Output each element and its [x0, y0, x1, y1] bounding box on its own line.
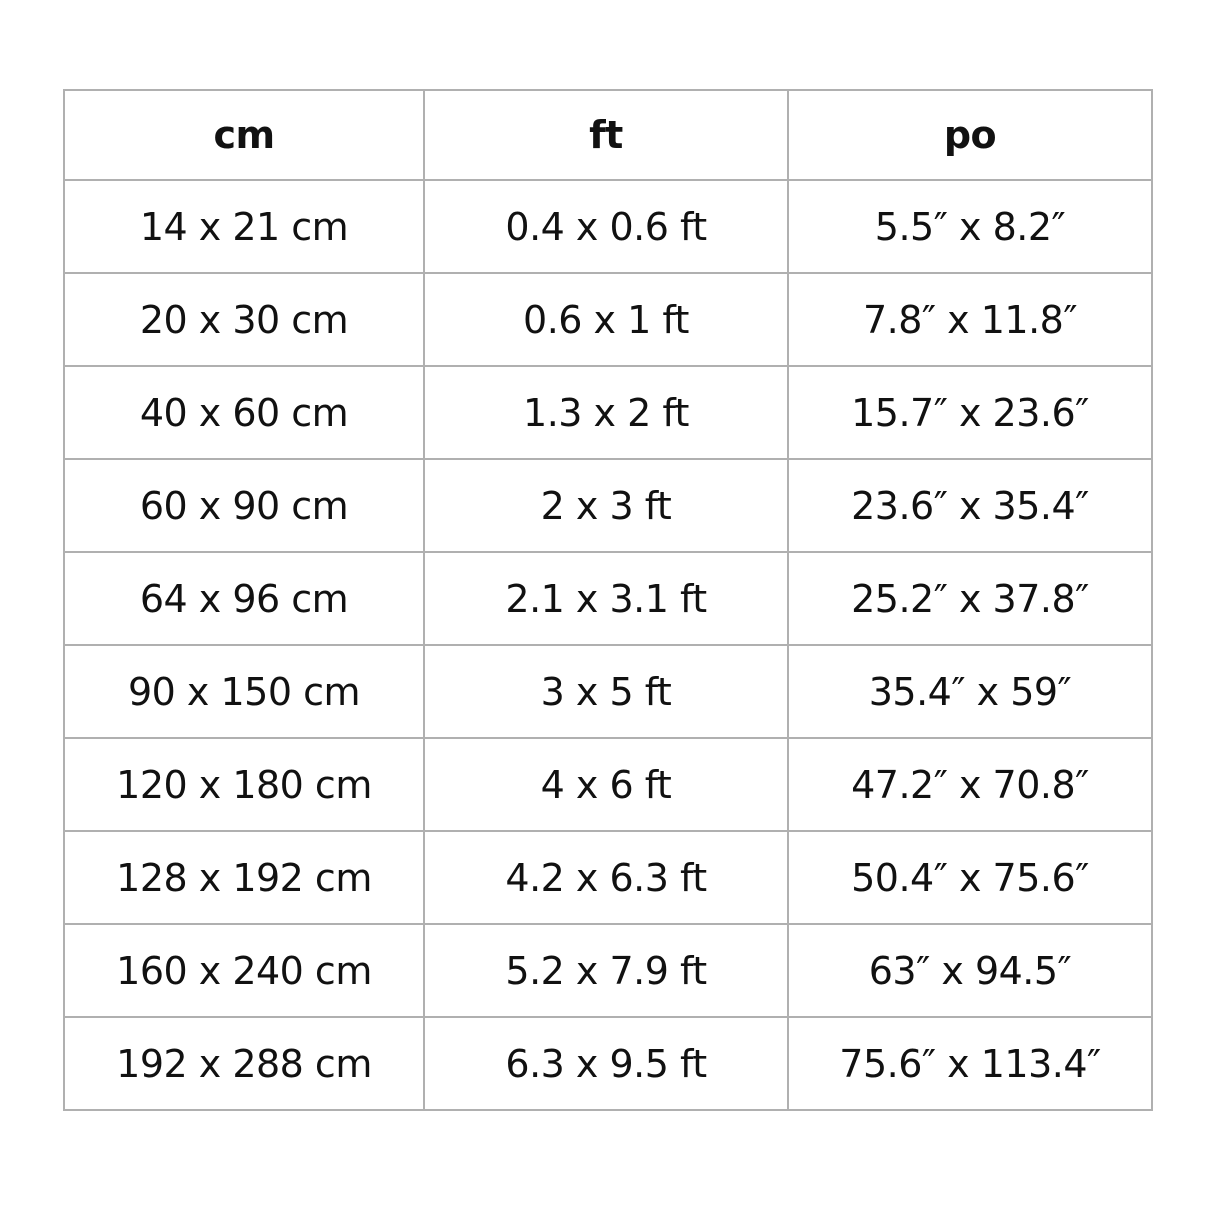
cell-ft: 3 x 5 ft	[423, 644, 789, 739]
table-row: 120 x 180 cm 4 x 6 ft 47.2″ x 70.8″	[63, 737, 1153, 832]
cell-ft: 0.4 x 0.6 ft	[423, 179, 789, 274]
cell-po: 15.7″ x 23.6″	[787, 365, 1153, 460]
header-po: po	[787, 89, 1153, 181]
cell-cm: 20 x 30 cm	[63, 272, 425, 367]
table-row: 64 x 96 cm 2.1 x 3.1 ft 25.2″ x 37.8″	[63, 551, 1153, 646]
cell-po: 47.2″ x 70.8″	[787, 737, 1153, 832]
cell-cm: 128 x 192 cm	[63, 830, 425, 925]
cell-po: 5.5″ x 8.2″	[787, 179, 1153, 274]
header-cm: cm	[63, 89, 425, 181]
cell-po: 23.6″ x 35.4″	[787, 458, 1153, 553]
size-conversion-table: cm ft po 14 x 21 cm 0.4 x 0.6 ft 5.5″ x 8.…	[63, 89, 1153, 1111]
table-row: 14 x 21 cm 0.4 x 0.6 ft 5.5″ x 8.2″	[63, 179, 1153, 274]
cell-po: 7.8″ x 11.8″	[787, 272, 1153, 367]
cell-po: 75.6″ x 113.4″	[787, 1016, 1153, 1111]
cell-cm: 192 x 288 cm	[63, 1016, 425, 1111]
cell-cm: 40 x 60 cm	[63, 365, 425, 460]
table-row: 90 x 150 cm 3 x 5 ft 35.4″ x 59″	[63, 644, 1153, 739]
cell-po: 35.4″ x 59″	[787, 644, 1153, 739]
table-row: 60 x 90 cm 2 x 3 ft 23.6″ x 35.4″	[63, 458, 1153, 553]
cell-ft: 2 x 3 ft	[423, 458, 789, 553]
cell-ft: 4 x 6 ft	[423, 737, 789, 832]
table-row: 20 x 30 cm 0.6 x 1 ft 7.8″ x 11.8″	[63, 272, 1153, 367]
cell-ft: 5.2 x 7.9 ft	[423, 923, 789, 1018]
cell-ft: 2.1 x 3.1 ft	[423, 551, 789, 646]
cell-ft: 1.3 x 2 ft	[423, 365, 789, 460]
table-row: 192 x 288 cm 6.3 x 9.5 ft 75.6″ x 113.4″	[63, 1016, 1153, 1111]
cell-po: 25.2″ x 37.8″	[787, 551, 1153, 646]
cell-cm: 14 x 21 cm	[63, 179, 425, 274]
cell-cm: 64 x 96 cm	[63, 551, 425, 646]
cell-po: 50.4″ x 75.6″	[787, 830, 1153, 925]
cell-ft: 4.2 x 6.3 ft	[423, 830, 789, 925]
cell-cm: 160 x 240 cm	[63, 923, 425, 1018]
cell-cm: 60 x 90 cm	[63, 458, 425, 553]
table-row: 160 x 240 cm 5.2 x 7.9 ft 63″ x 94.5″	[63, 923, 1153, 1018]
cell-cm: 90 x 150 cm	[63, 644, 425, 739]
header-row: cm ft po	[63, 89, 1153, 181]
table-row: 40 x 60 cm 1.3 x 2 ft 15.7″ x 23.6″	[63, 365, 1153, 460]
table-row: 128 x 192 cm 4.2 x 6.3 ft 50.4″ x 75.6″	[63, 830, 1153, 925]
cell-cm: 120 x 180 cm	[63, 737, 425, 832]
header-ft: ft	[423, 89, 789, 181]
cell-po: 63″ x 94.5″	[787, 923, 1153, 1018]
cell-ft: 6.3 x 9.5 ft	[423, 1016, 789, 1111]
cell-ft: 0.6 x 1 ft	[423, 272, 789, 367]
